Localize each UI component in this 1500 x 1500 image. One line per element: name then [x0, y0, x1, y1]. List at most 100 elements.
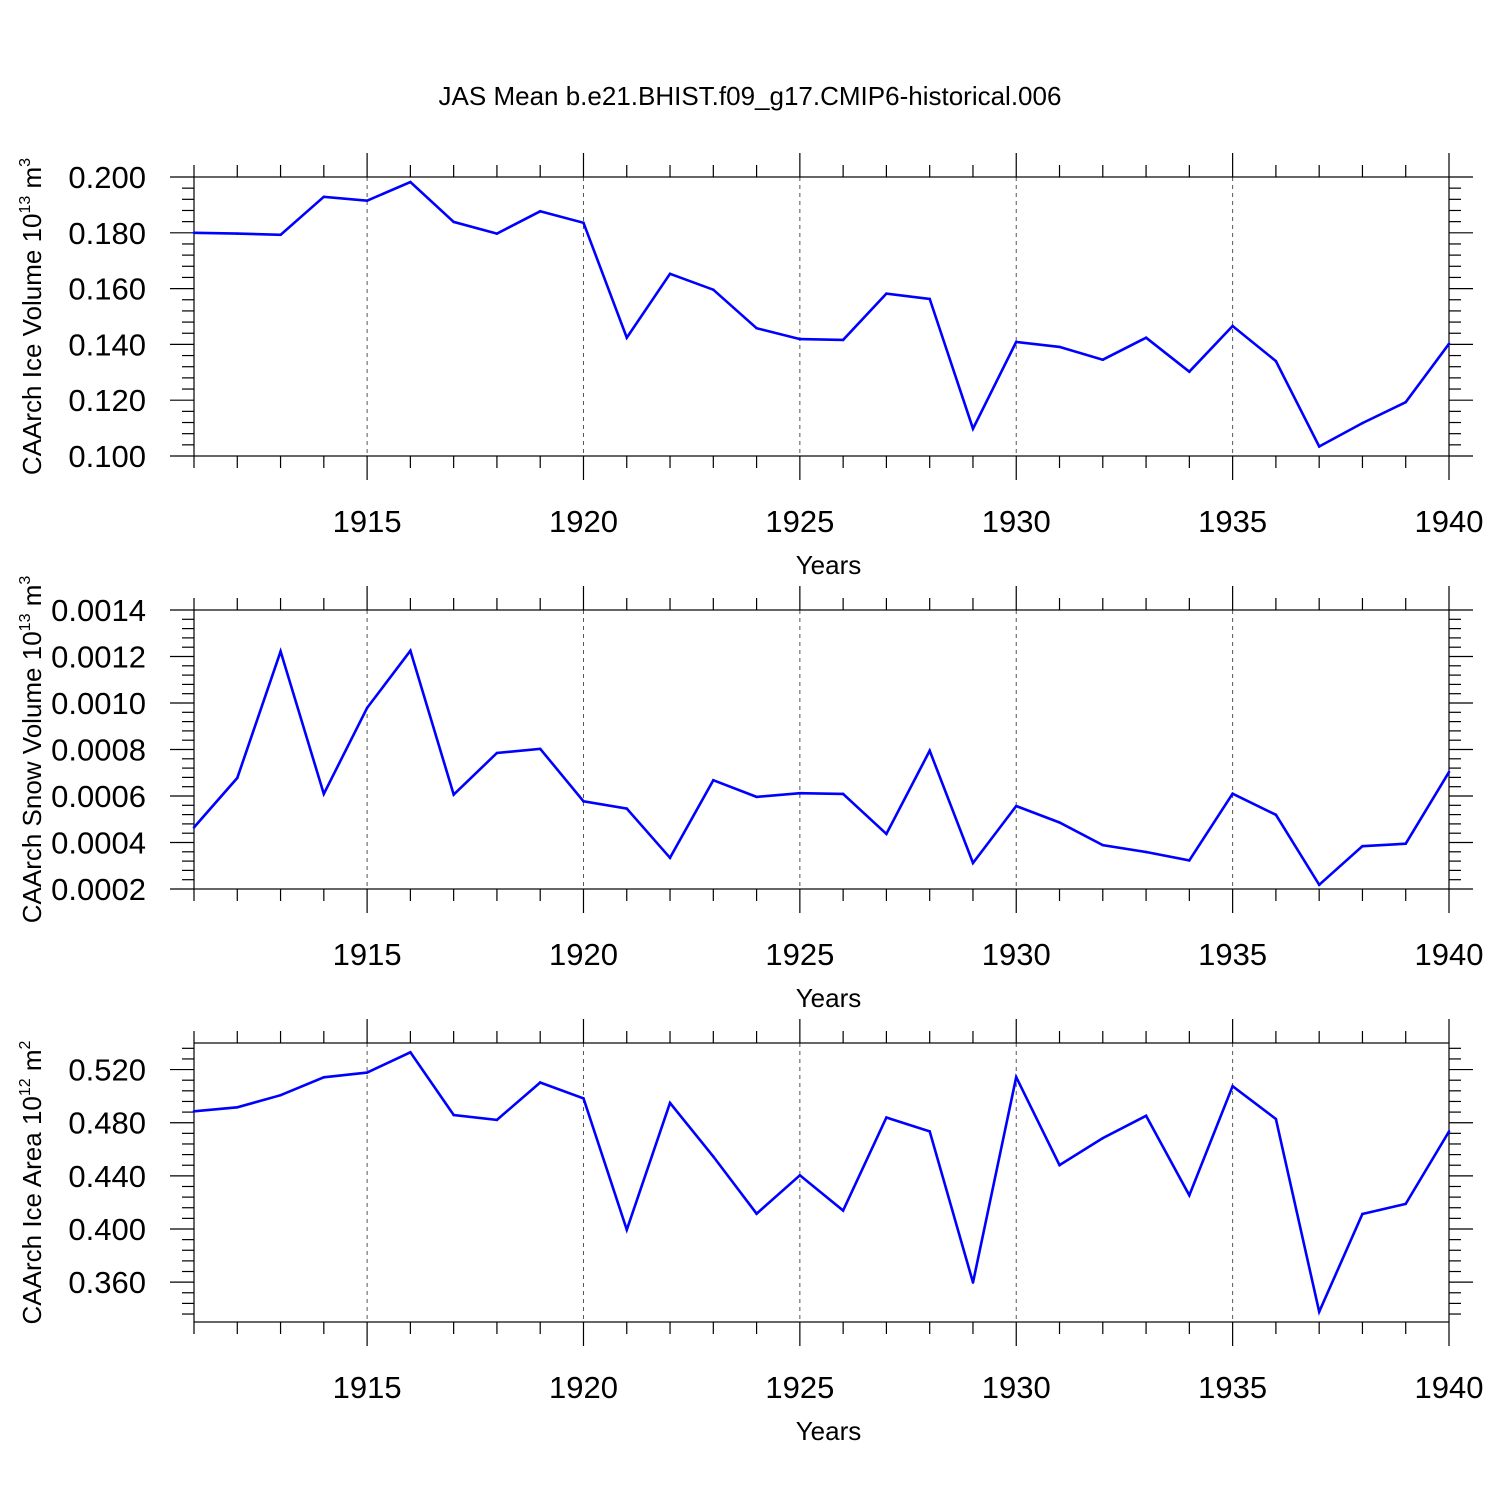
- y-tick-label: 0.160: [68, 272, 146, 307]
- data-point: [322, 1075, 326, 1079]
- data-point: [1231, 792, 1234, 795]
- data-point: [279, 1093, 282, 1097]
- x-tick-label: 1935: [1198, 504, 1267, 539]
- data-point: [1361, 1212, 1364, 1216]
- data-point: [279, 233, 282, 237]
- y-axis-title-superscript: 3: [17, 576, 34, 585]
- data-point: [668, 272, 672, 276]
- data-point: [1447, 770, 1451, 774]
- y-axis-title-part: m: [17, 1049, 47, 1078]
- x-tick-label: 1925: [765, 937, 834, 972]
- y-tick-label: 0.0002: [51, 872, 146, 907]
- plot-frame: [193, 609, 1450, 890]
- data-point: [365, 199, 369, 203]
- x-tick-label: 1925: [765, 1370, 834, 1405]
- figure-title: JAS Mean b.e21.BHIST.f09_g17.CMIP6-histo…: [439, 81, 1062, 111]
- data-point: [928, 1130, 931, 1133]
- data-point: [1014, 804, 1018, 808]
- data-point: [755, 326, 758, 330]
- y-axis-title-superscript: 2: [17, 1040, 34, 1049]
- y-tick-label: 0.0004: [51, 826, 146, 861]
- y-axis-title-superscript: 13: [17, 196, 34, 214]
- y-tick-label: 0.360: [68, 1265, 146, 1300]
- data-point: [1101, 843, 1105, 847]
- x-axis-title: Years: [796, 983, 862, 1013]
- data-point: [322, 792, 326, 796]
- y-tick-label: 0.0008: [51, 733, 146, 768]
- x-axis-title: Years: [796, 1416, 862, 1446]
- x-axis-title: Years: [796, 550, 862, 580]
- data-point: [1317, 883, 1321, 887]
- data-point: [365, 706, 369, 710]
- data-point: [538, 210, 542, 213]
- data-point: [841, 1209, 845, 1212]
- data-point: [1317, 1310, 1321, 1314]
- data-point: [625, 1228, 629, 1232]
- data-point: [1101, 1136, 1105, 1140]
- y-tick-label: 0.200: [68, 160, 146, 195]
- x-tick-label: 1930: [982, 504, 1051, 539]
- series-line-3: [193, 1050, 1451, 1316]
- y-tick-label: 0.100: [68, 439, 146, 474]
- data-point: [668, 856, 672, 860]
- data-point: [1404, 400, 1408, 404]
- data-point: [235, 1106, 239, 1109]
- y-tick-label: 0.400: [68, 1212, 146, 1247]
- x-tick-label: 1920: [549, 504, 618, 539]
- data-point: [1188, 1193, 1191, 1197]
- y-tick-label: 0.520: [68, 1053, 146, 1088]
- data-point: [798, 791, 802, 795]
- x-tick-label: 1940: [1415, 1370, 1484, 1405]
- data-point: [928, 297, 931, 301]
- x-tick-label: 1935: [1198, 1370, 1267, 1405]
- data-point: [885, 832, 888, 836]
- chart-panel-2: 0.0002 0.0004 0.0006 0.0008 0.0010 0.0012 0.00…: [17, 576, 1483, 1013]
- data-point: [279, 650, 282, 653]
- y-axis-title-superscript: 3: [17, 158, 34, 167]
- y-axis-title-part: m: [17, 585, 47, 614]
- data-point: [452, 220, 455, 224]
- y-axis-title: CAArch Ice Area 1012 m2: [17, 1040, 47, 1324]
- y-tick-label: 0.0006: [51, 779, 146, 814]
- y-tick-label: 0.140: [68, 327, 146, 362]
- data-point: [1361, 421, 1364, 425]
- x-tick-label: 1930: [982, 937, 1051, 972]
- x-tick-label: 1935: [1198, 937, 1267, 972]
- x-tick-label: 1920: [549, 937, 618, 972]
- data-point: [841, 792, 845, 796]
- data-point: [192, 1109, 196, 1113]
- panels: 0.100 0.120 0.140 0.160 0.180 0.200 1915 1920 19…: [17, 153, 1483, 1446]
- data-point: [625, 336, 629, 340]
- data-point: [1274, 359, 1278, 363]
- data-point: [928, 749, 931, 752]
- data-point: [538, 1081, 542, 1084]
- data-point: [971, 861, 975, 865]
- x-tick-label: 1940: [1415, 937, 1484, 972]
- data-point: [798, 1174, 802, 1177]
- data-point: [365, 1071, 369, 1074]
- y-axis-title-part: CAArch Ice Area 10: [17, 1096, 47, 1324]
- y-axis-title-part: CAArch Ice Volume 10: [17, 214, 47, 476]
- data-point: [971, 427, 975, 430]
- data-point: [409, 649, 412, 652]
- data-point: [495, 751, 499, 755]
- y-axis-title-part: m: [17, 167, 47, 196]
- data-point: [192, 826, 196, 829]
- x-tick-label: 1915: [333, 504, 402, 539]
- data-point: [1058, 1163, 1061, 1167]
- data-point: [235, 776, 239, 780]
- data-point: [625, 807, 629, 810]
- x-tick-label: 1920: [549, 1370, 618, 1405]
- data-point: [495, 1118, 499, 1122]
- data-point: [192, 231, 196, 235]
- data-point: [1231, 1084, 1234, 1088]
- y-tick-label: 0.0010: [51, 686, 146, 721]
- x-tick-label: 1925: [765, 504, 834, 539]
- data-point: [712, 778, 715, 782]
- data-point: [885, 1116, 888, 1119]
- data-point: [841, 338, 845, 342]
- data-point: [1231, 324, 1234, 328]
- data-point: [1144, 336, 1148, 340]
- data-point: [1361, 844, 1364, 848]
